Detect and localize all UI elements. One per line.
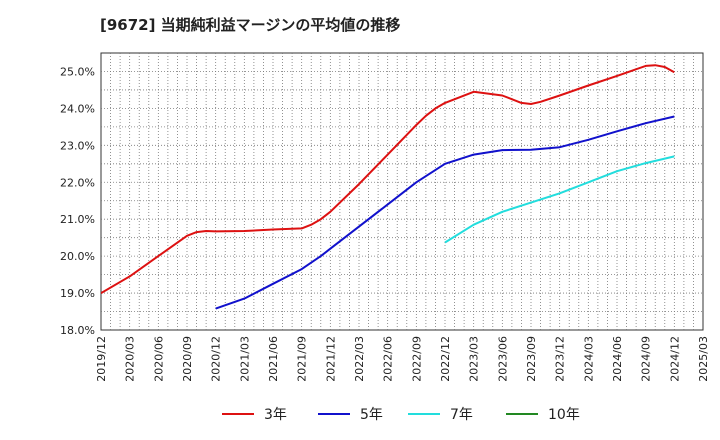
x-tick-label: 2020/03 bbox=[124, 336, 137, 382]
y-tick-label: 20.0% bbox=[60, 250, 95, 263]
x-tick-label: 2023/09 bbox=[525, 336, 538, 382]
legend-label: 5年 bbox=[360, 407, 383, 423]
y-tick-label: 19.0% bbox=[60, 287, 95, 300]
x-tick-label: 2025/03 bbox=[697, 336, 710, 382]
plot-frame bbox=[100, 52, 704, 331]
x-tick-label: 2023/03 bbox=[468, 336, 481, 382]
x-tick-label: 2024/12 bbox=[668, 336, 681, 382]
series-line bbox=[101, 64, 675, 294]
legend-label: 3年 bbox=[264, 407, 287, 423]
x-tick-label: 2021/06 bbox=[267, 336, 280, 382]
x-tick-label: 2024/09 bbox=[640, 336, 653, 382]
series-line bbox=[444, 155, 675, 244]
x-tick-label: 2022/12 bbox=[439, 336, 452, 382]
chart-title: [9672] 当期純利益マージンの平均値の推移 bbox=[100, 16, 401, 34]
y-tick-label: 21.0% bbox=[60, 213, 95, 226]
legend-label: 10年 bbox=[548, 407, 580, 423]
legend-label: 7年 bbox=[450, 407, 473, 423]
x-tick-label: 2022/03 bbox=[353, 336, 366, 382]
x-tick-label: 2020/09 bbox=[181, 336, 194, 382]
x-tick-label: 2023/12 bbox=[554, 336, 567, 382]
x-tick-label: 2022/09 bbox=[410, 336, 423, 382]
x-tick-label: 2019/12 bbox=[95, 336, 108, 382]
x-tick-label: 2023/06 bbox=[496, 336, 509, 382]
x-tick-label: 2021/03 bbox=[238, 336, 251, 382]
y-tick-label: 25.0% bbox=[60, 65, 95, 78]
x-tick-label: 2021/09 bbox=[296, 336, 309, 382]
y-tick-label: 23.0% bbox=[60, 139, 95, 152]
x-tick-label: 2021/12 bbox=[324, 336, 337, 382]
x-tick-label: 2020/12 bbox=[210, 336, 223, 382]
series-line bbox=[215, 115, 675, 310]
x-tick-label: 2022/06 bbox=[382, 336, 395, 382]
y-tick-label: 24.0% bbox=[60, 102, 95, 115]
x-tick-label: 2020/06 bbox=[152, 336, 165, 382]
x-tick-label: 2024/06 bbox=[611, 336, 624, 382]
x-tick-label: 2024/03 bbox=[582, 336, 595, 382]
y-tick-label: 22.0% bbox=[60, 176, 95, 189]
y-tick-label: 18.0% bbox=[60, 324, 95, 337]
